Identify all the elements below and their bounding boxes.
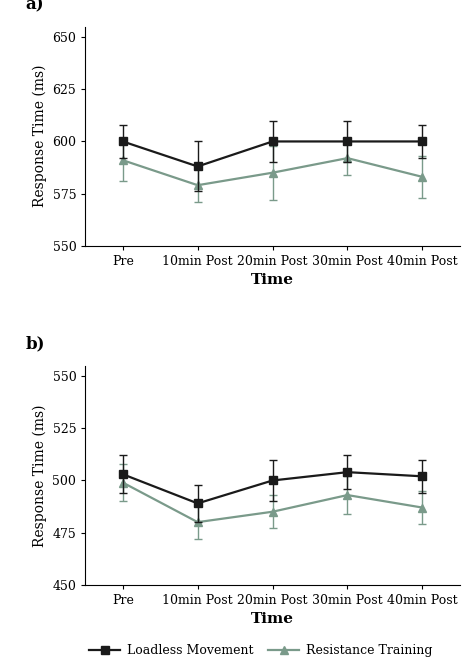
Legend: Loadless Movement, Resistance Training: Loadless Movement, Resistance Training <box>84 639 437 663</box>
Text: a): a) <box>26 0 44 13</box>
Text: b): b) <box>26 336 45 353</box>
Y-axis label: Response Time (ms): Response Time (ms) <box>33 404 47 546</box>
Y-axis label: Response Time (ms): Response Time (ms) <box>32 65 47 208</box>
X-axis label: Time: Time <box>251 274 294 287</box>
X-axis label: Time: Time <box>251 612 294 626</box>
